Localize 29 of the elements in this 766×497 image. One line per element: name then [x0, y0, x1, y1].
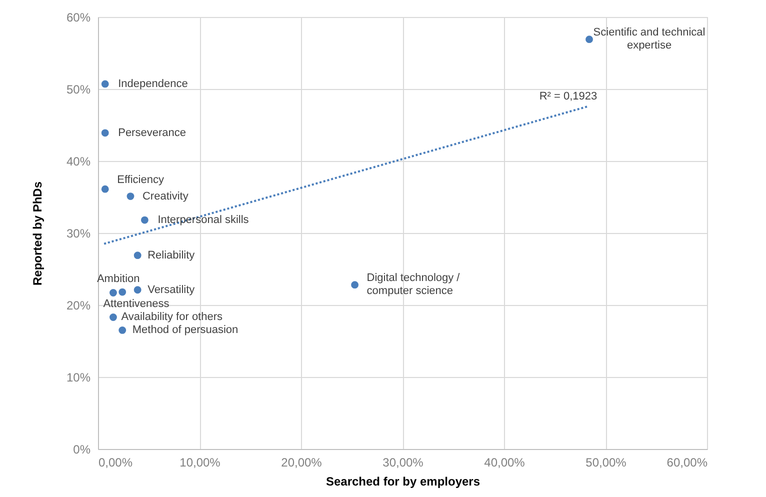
y-tick-label: 40% — [66, 154, 91, 168]
annotation: Creativity — [142, 190, 189, 202]
annotation: Versatility — [148, 284, 196, 296]
annotation: Independence — [118, 78, 188, 90]
y-tick-label: 0% — [73, 442, 91, 456]
x-tick-label: 60,00% — [666, 456, 708, 470]
annotation: Perseverance — [118, 126, 186, 139]
y-tick-label: 50% — [66, 82, 91, 96]
x-tick-label: 20,00% — [281, 456, 322, 470]
annotation: Scientific and technical expertise — [593, 26, 706, 52]
x-tick-label: 10,00% — [180, 456, 221, 470]
y-tick-label: 30% — [66, 226, 91, 240]
x-tick-label: 30,00% — [382, 456, 424, 470]
y-axis-title: Reported by PhDs — [30, 181, 44, 286]
y-tick-label: 60% — [66, 10, 91, 24]
annotation: R² = 0,1923 — [539, 90, 598, 102]
annotation: Efficiency — [117, 174, 164, 186]
x-tick-label: 40,00% — [484, 456, 526, 470]
y-tick-label: 20% — [66, 298, 91, 312]
annotation: Availability for others — [121, 311, 224, 324]
annotation: Ambition — [96, 273, 140, 286]
annotation: Digital technology / computer science — [366, 272, 461, 297]
y-tick-label: 10% — [66, 370, 91, 384]
annotation: Reliability — [148, 249, 196, 262]
annotation: Attentiveness — [103, 298, 170, 310]
annotation: Method of persuasion — [132, 324, 238, 336]
x-axis-title: Searched for by employers — [326, 474, 480, 488]
x-tick-label: 50,00% — [586, 456, 627, 470]
x-tick-label: 0,00% — [98, 456, 133, 470]
